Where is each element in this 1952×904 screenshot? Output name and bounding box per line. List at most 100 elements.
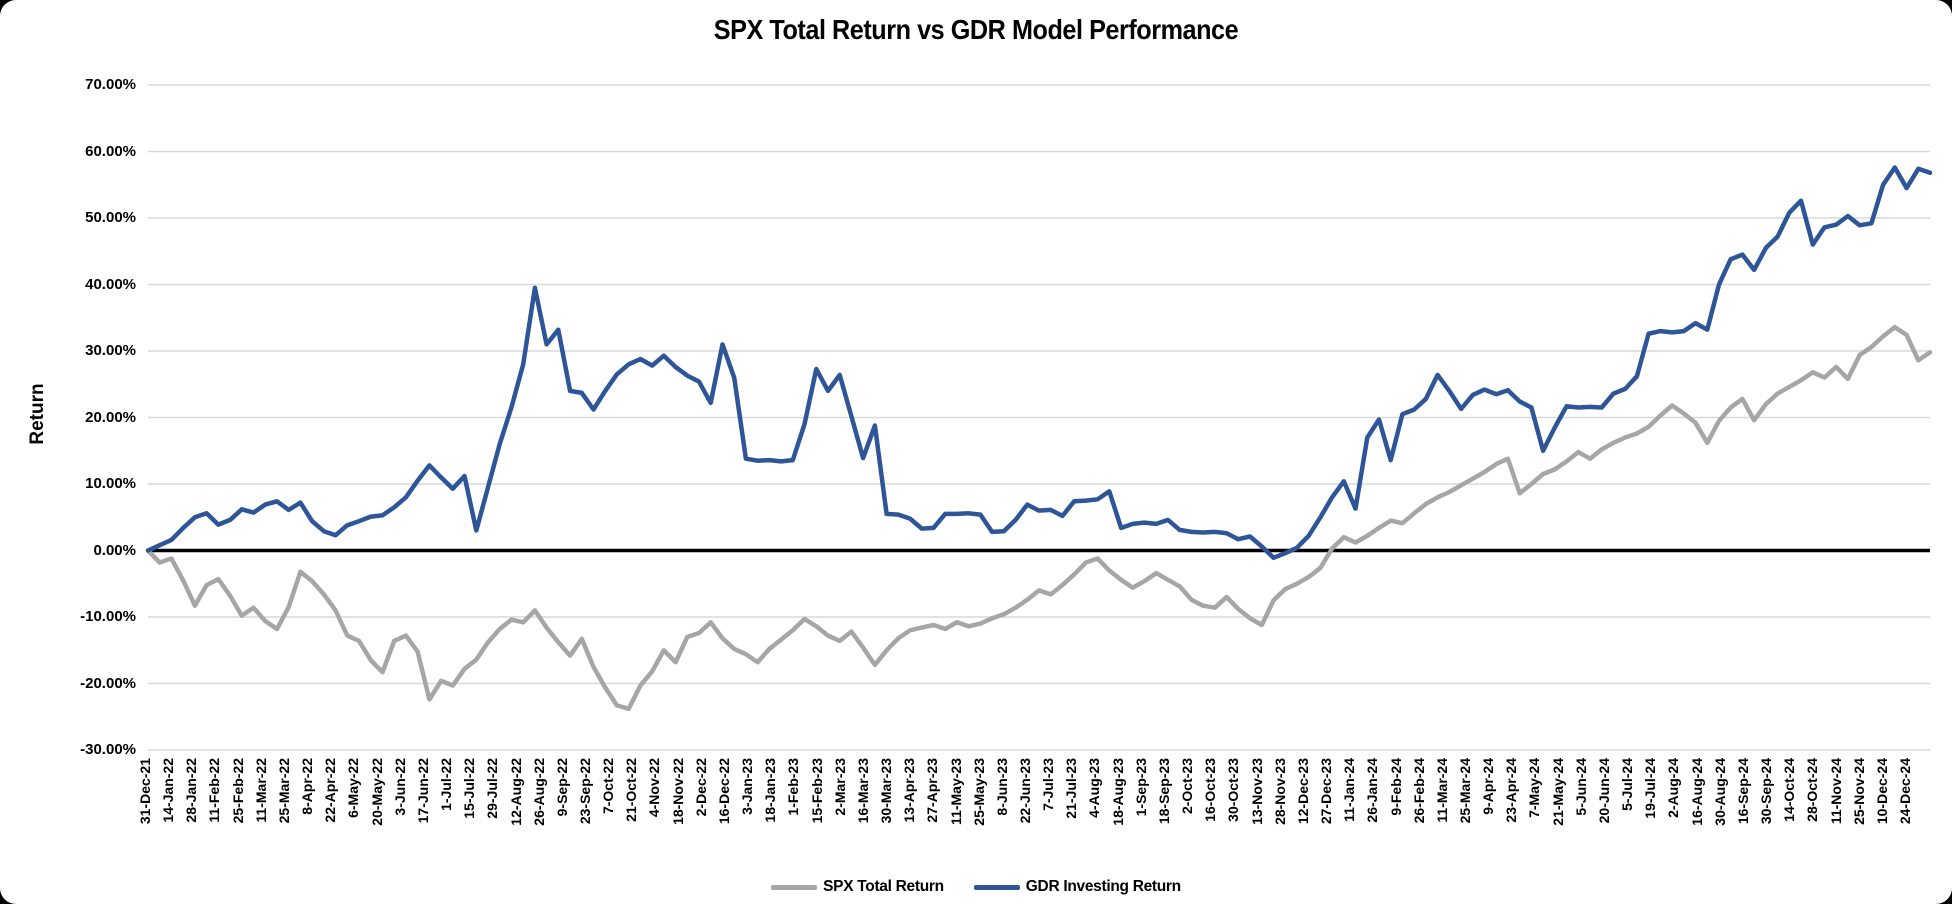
x-tick-label: 26-Jan-24 [1364, 758, 1381, 823]
x-tick-label: 25-Mar-22 [275, 758, 292, 824]
x-tick-label: 17-Jun-22 [414, 758, 431, 824]
x-tick-label: 29-Jul-22 [484, 758, 501, 819]
x-tick-label: 8-Apr-22 [299, 758, 316, 815]
x-tick-label: 15-Feb-23 [808, 758, 825, 824]
spx-series-line [145, 324, 1933, 712]
x-tick-label: 5-Jul-24 [1619, 758, 1636, 811]
x-tick-label: 14-Oct-24 [1781, 758, 1798, 822]
x-tick-label: 23-Apr-24 [1503, 758, 1520, 823]
legend: SPX Total Return GDR Investing Return [0, 878, 1952, 896]
x-tick-label: 28-Jan-22 [183, 758, 200, 823]
x-tick-label: 11-Mar-24 [1433, 758, 1450, 823]
y-tick-label: -30.00% [80, 741, 136, 758]
x-tick-label: 7-May-24 [1526, 758, 1543, 818]
x-tick-label: 30-Mar-23 [878, 758, 895, 824]
x-tick-label: 1-Sep-23 [1132, 758, 1149, 817]
x-tick-label: 2-Aug-24 [1665, 758, 1682, 818]
x-tick-label: 16-Mar-23 [854, 758, 871, 824]
x-tick-label: 5-Jun-24 [1572, 758, 1589, 816]
y-tick-label: 0.00% [93, 541, 136, 559]
x-tick-label: 4-Nov-22 [646, 758, 663, 818]
x-tick-label: 26-Aug-22 [530, 758, 547, 826]
x-tick-label: 9-Feb-24 [1387, 758, 1404, 816]
y-tick-label: 70.00% [85, 76, 136, 93]
x-tick-label: 26-Feb-24 [1410, 758, 1427, 824]
x-tick-label: 3-Jan-23 [739, 758, 756, 815]
y-tick-label: 30.00% [85, 342, 136, 359]
gdr-line-swatch [973, 884, 1020, 890]
legend-item-gdr: GDR Investing Return [973, 878, 1181, 896]
x-tick-label: 16-Dec-22 [715, 758, 732, 825]
x-tick-label: 11-May-23 [947, 758, 964, 825]
x-tick-label: 11-Nov-24 [1827, 758, 1844, 825]
x-tick-label: 16-Oct-23 [1202, 758, 1219, 822]
x-tick-label: 16-Aug-24 [1688, 758, 1705, 826]
y-tick-label: -10.00% [80, 608, 136, 625]
x-tick-label: 1-Feb-23 [785, 758, 802, 816]
x-tick-label: 11-Mar-22 [252, 758, 269, 823]
x-tick-label: 25-Mar-24 [1457, 758, 1473, 824]
x-tick-label: 21-Jul-23 [1063, 758, 1080, 819]
x-tick-label: 30-Sep-24 [1758, 758, 1775, 825]
x-tick-label: 14-Jan-22 [160, 758, 177, 823]
x-tick-label: 22-Jun-23 [1017, 758, 1033, 824]
x-tick-label: 25-Feb-22 [229, 758, 246, 824]
x-tick-label: 21-May-24 [1549, 758, 1566, 826]
x-tick-label: 20-May-22 [368, 758, 385, 826]
x-tick-label: 27-Apr-23 [924, 758, 941, 823]
x-tick-label: 30-Oct-23 [1225, 758, 1242, 822]
x-tick-label: 30-Aug-24 [1711, 758, 1728, 826]
x-tick-label: 2-Dec-22 [692, 758, 709, 817]
y-tick-label: 10.00% [85, 475, 136, 492]
x-tick-label: 23-Sep-22 [577, 758, 593, 825]
y-tick-label: 50.00% [85, 209, 136, 226]
x-tick-label: 11-Feb-22 [206, 758, 223, 823]
x-tick-label: 18-Aug-23 [1109, 758, 1126, 826]
x-tick-label: 2-Mar-23 [831, 758, 848, 816]
x-tick-label: 4-Aug-23 [1086, 758, 1103, 818]
x-tick-label: 13-Apr-23 [901, 758, 918, 823]
x-tick-label: 24-Dec-24 [1897, 758, 1913, 825]
y-tick-label: 40.00% [85, 275, 136, 293]
y-tick-label: 20.00% [85, 408, 136, 426]
legend-label-spx: SPX Total Return [823, 878, 944, 895]
x-tick-label: 11-Jan-24 [1341, 758, 1358, 822]
x-tick-label: 9-Sep-22 [553, 758, 570, 817]
x-tick-label: 28-Nov-23 [1271, 758, 1288, 825]
x-tick-label: 21-Oct-22 [623, 758, 640, 822]
x-tick-label: 8-Jun-23 [993, 758, 1010, 816]
x-tick-label: 3-Jun-22 [391, 758, 408, 816]
x-tick-label: 31-Dec-21 [137, 758, 153, 825]
x-tick-label: 1-Jul-22 [438, 758, 455, 811]
gdr-series-line [145, 165, 1933, 561]
x-tick-label: 13-Nov-23 [1248, 758, 1265, 825]
x-tick-label: 18-Jan-23 [762, 758, 779, 823]
x-tick-label: 15-Jul-22 [461, 758, 478, 819]
chart-title: SPX Total Return vs GDR Model Performanc… [713, 14, 1239, 45]
x-tick-label: 7-Jul-23 [1040, 758, 1057, 811]
x-tick-label: 25-May-23 [970, 758, 987, 826]
x-tick-label: 2-Oct-23 [1179, 758, 1196, 815]
x-tick-label: 10-Dec-24 [1873, 758, 1890, 825]
x-tick-label: 19-Jul-24 [1642, 758, 1659, 819]
x-tick-label: 18-Nov-22 [669, 758, 686, 825]
legend-item-spx: SPX Total Return [771, 878, 944, 896]
y-tick-label: -20.00% [80, 674, 136, 692]
x-tick-label: 27-Dec-23 [1318, 758, 1335, 825]
y-tick-label: 60.00% [85, 142, 136, 160]
x-tick-label: 12-Aug-22 [507, 758, 524, 826]
x-tick-label: 7-Oct-22 [600, 758, 617, 815]
legend-label-gdr: GDR Investing Return [1025, 878, 1181, 895]
x-tick-label: 22-Apr-22 [322, 758, 339, 823]
x-tick-label: 16-Sep-24 [1734, 758, 1751, 825]
x-tick-label: 20-Jun-24 [1595, 758, 1612, 824]
x-tick-label: 6-May-22 [345, 758, 362, 818]
x-tick-label: 12-Dec-23 [1294, 758, 1311, 825]
spx-line-swatch [771, 884, 818, 890]
x-tick-label: 18-Sep-23 [1155, 758, 1172, 825]
x-tick-label: 9-Apr-24 [1480, 758, 1497, 815]
x-tick-label: 28-Oct-24 [1804, 758, 1821, 822]
